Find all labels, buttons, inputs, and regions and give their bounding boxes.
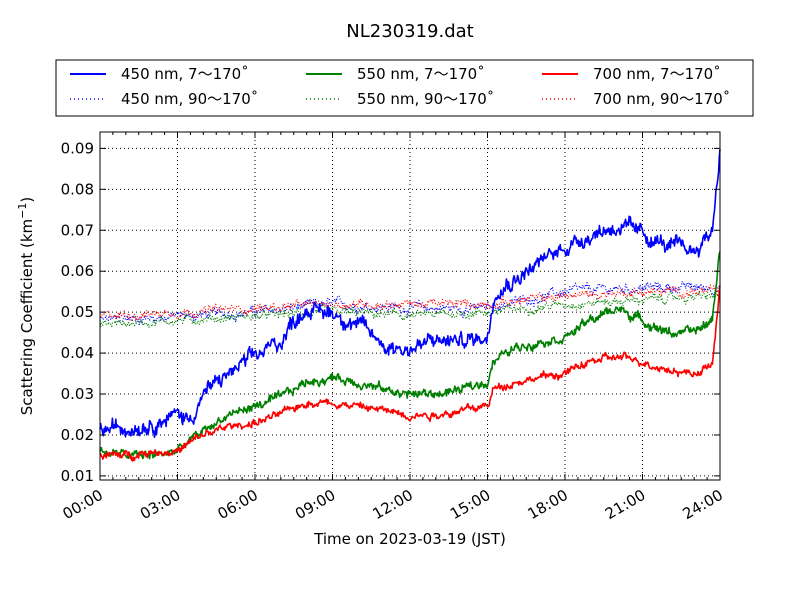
y-axis-label: Scattering Coefficient (km−1)	[16, 197, 36, 416]
series-line	[99, 251, 721, 460]
x-tick-label: 12:00	[370, 486, 416, 523]
grid	[100, 132, 720, 480]
x-tick-label: 18:00	[525, 486, 571, 523]
legend-label: 700 nm, 7～170˚	[593, 65, 721, 83]
y-tick-label: 0.02	[61, 426, 94, 444]
x-tick-label: 09:00	[292, 486, 338, 523]
x-tick-label: 06:00	[215, 486, 261, 523]
y-tick-label: 0.09	[61, 139, 94, 157]
y-axis-label-end: )	[18, 197, 36, 203]
y-tick-label: 0.05	[61, 303, 94, 321]
x-tick-label: 03:00	[137, 486, 183, 523]
y-tick-label: 0.06	[61, 262, 94, 280]
series-lines	[99, 149, 721, 462]
series-line	[99, 285, 721, 462]
x-axis-label: Time on 2023-03-19 (JST)	[313, 530, 506, 548]
legend-label: 700 nm, 90～170˚	[593, 90, 730, 108]
x-axis-ticks: 00:00 03:00 06:00 09:00 12:00 15:00 18:00 21:00…	[60, 132, 726, 523]
y-axis-label-sup: −1	[16, 203, 29, 219]
legend-label: 450 nm, 7～170˚	[121, 65, 249, 83]
x-tick-label: 24:00	[680, 486, 726, 523]
x-tick-label: 00:00	[60, 486, 106, 523]
y-tick-label: 0.08	[61, 180, 94, 198]
y-tick-label: 0.07	[61, 221, 94, 239]
legend: 450 nm, 7～170˚ 450 nm, 90～170˚ 550 nm, 7～1…	[55, 59, 754, 117]
legend-items: 450 nm, 7～170˚ 450 nm, 90～170˚ 550 nm, 7～1…	[70, 65, 730, 108]
series-line	[99, 280, 721, 326]
legend-frame	[55, 59, 754, 117]
legend-label: 550 nm, 7～170˚	[357, 65, 485, 83]
y-tick-label: 0.01	[61, 467, 94, 485]
chart-title: NL230319.dat	[346, 21, 473, 42]
x-tick-label: 21:00	[602, 486, 648, 523]
y-axis-ticks: 0.01 0.02 0.03 0.04 0.05 0.06 0.07 0.08 0.09	[61, 139, 720, 485]
series-line	[99, 149, 721, 439]
legend-label: 550 nm, 90～170˚	[357, 90, 494, 108]
legend-label: 450 nm, 90～170˚	[121, 90, 258, 108]
y-tick-label: 0.03	[61, 385, 94, 403]
y-tick-label: 0.04	[61, 344, 94, 362]
x-tick-label: 15:00	[447, 486, 493, 523]
y-axis-label-main: Scattering Coefficient (km	[18, 219, 36, 415]
